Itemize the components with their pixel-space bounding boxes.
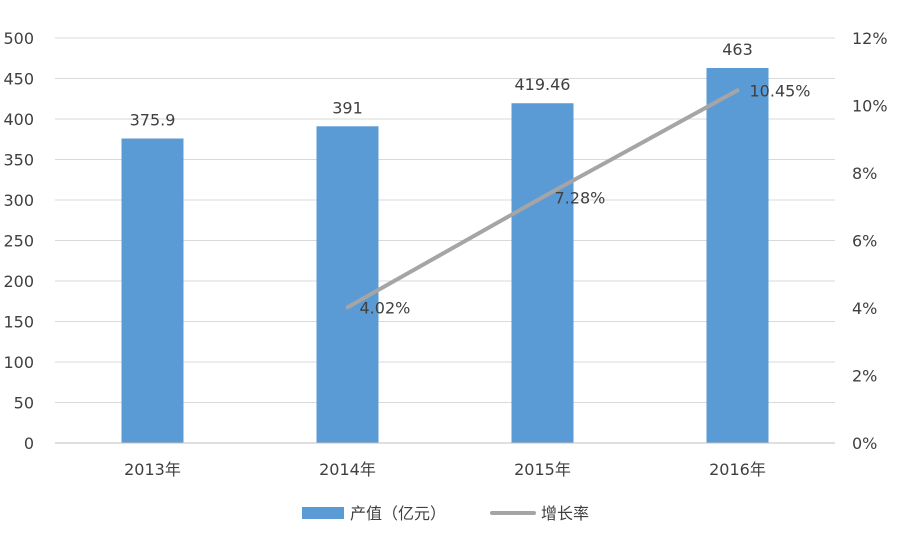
left-tick-label: 350 [3, 151, 34, 170]
line-value-label: 7.28% [555, 188, 606, 207]
right-tick-label: 4% [852, 299, 877, 318]
category-label: 2014年 [319, 460, 376, 479]
left-tick-label: 500 [3, 29, 34, 48]
line-value-label: 4.02% [360, 298, 411, 317]
left-tick-label: 450 [3, 70, 34, 89]
category-label: 2015年 [514, 460, 571, 479]
right-tick-label: 8% [852, 164, 877, 183]
legend-bar-swatch [302, 507, 344, 519]
bar [121, 138, 184, 443]
category-label: 2013年 [124, 460, 181, 479]
growth-rate-line [345, 88, 740, 310]
left-tick-label: 400 [3, 110, 34, 129]
line-value-label: 10.45% [750, 81, 811, 100]
right-tick-label: 10% [852, 97, 888, 116]
bar-value-label: 419.46 [515, 75, 571, 94]
left-tick-label: 200 [3, 272, 34, 291]
bar [316, 126, 379, 443]
right-tick-label: 12% [852, 29, 888, 48]
left-tick-label: 100 [3, 353, 34, 372]
right-tick-label: 0% [852, 434, 877, 453]
right-tick-label: 6% [852, 232, 877, 251]
left-tick-label: 0 [24, 434, 34, 453]
bar-value-label: 463 [722, 40, 753, 59]
legend: 产值（亿元） 增长率 [302, 504, 589, 523]
data-labels: 375.9 391 419.46 463 4.02% 7.28% 10.45% [130, 40, 811, 317]
left-tick-label: 250 [3, 232, 34, 251]
left-tick-label: 150 [3, 313, 34, 332]
left-tick-label: 300 [3, 191, 34, 210]
right-tick-label: 2% [852, 367, 877, 386]
gridlines [55, 37, 835, 444]
bar-series [121, 67, 769, 443]
line-series [345, 88, 740, 310]
bar [511, 103, 574, 443]
left-tick-label: 50 [14, 394, 34, 413]
legend-bar-label: 产值（亿元） [350, 504, 446, 523]
bar-value-label: 375.9 [130, 111, 176, 130]
axes: 0 50 100 150 200 250 300 350 400 450 500 0% 2% 4% 6% 8%… [3, 29, 887, 479]
bar-value-label: 391 [332, 98, 363, 117]
category-label: 2016年 [709, 460, 766, 479]
bar [706, 67, 769, 443]
legend-line-label: 增长率 [541, 504, 589, 523]
